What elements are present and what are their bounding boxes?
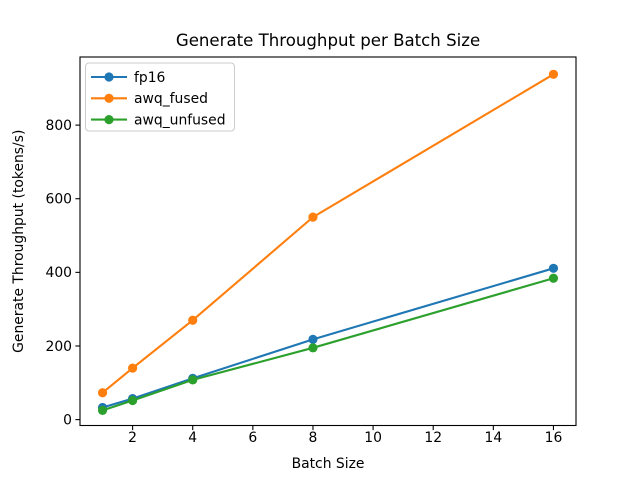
x-tick-label: 4	[188, 430, 197, 446]
x-tick-label: 12	[424, 430, 442, 446]
data-point-fp16-x8	[308, 334, 318, 344]
data-point-awq_unfused-x2	[128, 395, 138, 406]
data-point-awq_fused-x4	[188, 315, 198, 325]
x-tick-label: 14	[484, 430, 502, 446]
x-tick-label: 16	[545, 430, 563, 446]
x-tick-label: 2	[128, 430, 137, 446]
data-point-fp16-x16	[548, 263, 559, 273]
legend-item-awq_fused: awq_fused	[91, 91, 208, 107]
y-tick-label: 0	[63, 412, 72, 428]
series-awq_fused	[97, 69, 559, 398]
y-axis-label: Generate Throughput (tokens/s)	[11, 130, 27, 353]
x-tick-label: 10	[364, 430, 382, 446]
legend: fp16 awq_fused awq_unfused	[85, 62, 235, 132]
axes-frame	[79, 56, 577, 427]
data-point-awq_unfused-x4	[188, 375, 198, 385]
data-point-awq_fused-x8	[308, 212, 318, 222]
data-point-awq_fused-x16	[548, 69, 559, 79]
y-tick-label: 400	[45, 265, 72, 281]
legend-marker-icon	[104, 115, 114, 125]
legend-label: awq_unfused	[134, 113, 226, 129]
legend-marker-icon	[104, 93, 114, 103]
legend-item-fp16: fp16	[91, 70, 165, 86]
x-tick-label: 6	[248, 430, 257, 446]
data-point-awq_unfused-x16	[548, 273, 559, 283]
chart-title: Generate Throughput per Batch Size	[176, 31, 480, 50]
legend-frame	[85, 62, 235, 132]
x-tick-label: 8	[309, 430, 318, 446]
data-point-awq_fused-x1	[97, 388, 108, 398]
x-axis-label: Batch Size	[292, 456, 365, 472]
legend-marker-icon	[104, 72, 114, 82]
legend-label: awq_fused	[134, 91, 208, 107]
data-point-awq_unfused-x8	[308, 343, 318, 353]
series-awq_unfused	[97, 273, 559, 416]
data-point-awq_fused-x2	[128, 363, 138, 373]
y-tick-label: 600	[45, 192, 72, 208]
y-tick-label: 800	[45, 118, 72, 134]
y-tick-label: 200	[45, 339, 72, 355]
legend-label: fp16	[134, 70, 165, 86]
legend-item-awq_unfused: awq_unfused	[91, 113, 226, 129]
data-point-awq_unfused-x1	[97, 405, 108, 416]
